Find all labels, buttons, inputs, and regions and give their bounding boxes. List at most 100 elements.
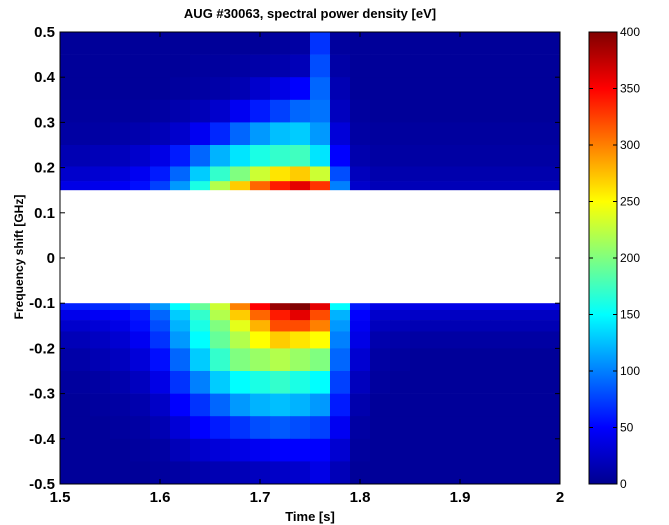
heatmap-cell: [230, 393, 251, 417]
heatmap-cell: [150, 145, 171, 167]
heatmap-cell: [530, 32, 561, 55]
heatmap-cell: [310, 309, 331, 321]
heatmap-cell: [60, 309, 71, 321]
heatmap-cell: [470, 371, 491, 394]
heatmap-cell: [370, 309, 391, 321]
heatmap-cell: [490, 145, 511, 167]
heatmap-cell: [390, 320, 411, 332]
heatmap-cell: [290, 309, 311, 321]
heatmap-cell: [270, 461, 291, 485]
colorbar-tick-label: 300: [620, 138, 640, 152]
heatmap-cell: [390, 122, 411, 146]
heatmap-cell: [310, 54, 331, 78]
y-tick-label: 0.4: [34, 69, 56, 86]
heatmap-cell: [130, 122, 151, 146]
heatmap-cell: [210, 320, 231, 332]
heatmap-cell: [110, 461, 131, 485]
heatmap-cell: [370, 166, 391, 182]
heatmap-cell: [190, 54, 211, 78]
heatmap-cell: [270, 145, 291, 167]
heatmap-cell: [210, 77, 231, 101]
heatmap-cell: [90, 461, 111, 485]
heatmap-cell: [490, 122, 511, 146]
heatmap-cell: [130, 77, 151, 101]
heatmap-cell: [230, 438, 251, 462]
heatmap-cell: [290, 320, 311, 332]
heatmap-cell: [390, 145, 411, 167]
heatmap-cell: [310, 348, 331, 372]
y-tick-label: 0: [47, 250, 55, 267]
heatmap-cell: [170, 77, 191, 101]
heatmap-cell: [170, 122, 191, 146]
heatmap-cell: [150, 438, 171, 462]
heatmap-cell: [250, 166, 271, 182]
heatmap-cell: [510, 145, 531, 167]
heatmap-cell: [310, 145, 331, 167]
heatmap-cell: [390, 416, 411, 440]
heatmap-cell: [90, 331, 111, 349]
heatmap-cell: [90, 32, 111, 55]
heatmap-cell: [450, 331, 471, 349]
heatmap-cell: [90, 54, 111, 78]
colorbar-tick-label: 150: [620, 308, 640, 322]
heatmap-cell: [310, 166, 331, 182]
heatmap-cell: [250, 348, 271, 372]
heatmap-cell: [170, 320, 191, 332]
heatmap-cell: [390, 77, 411, 101]
heatmap-cell: [390, 393, 411, 417]
heatmap-cell: [270, 77, 291, 101]
heatmap-cell: [210, 32, 231, 55]
heatmap-cell: [130, 32, 151, 55]
heatmap-cell: [430, 393, 451, 417]
heatmap-cell: [150, 320, 171, 332]
heatmap-cell: [530, 145, 561, 167]
heatmap-cell: [150, 122, 171, 146]
heatmap-cell: [90, 309, 111, 321]
heatmap-cell: [450, 145, 471, 167]
heatmap-cell: [390, 348, 411, 372]
colorbar-tick-label: 200: [620, 251, 640, 265]
heatmap-cell: [350, 99, 371, 123]
heatmap-cell: [410, 438, 431, 462]
heatmap-cell: [390, 166, 411, 182]
heatmap-cell: [130, 309, 151, 321]
heatmap-cell: [230, 145, 251, 167]
heatmap-cell: [90, 416, 111, 440]
heatmap-cell: [130, 348, 151, 372]
heatmap-cell: [230, 320, 251, 332]
x-tick-label: 1.7: [250, 489, 271, 506]
heatmap-cell: [350, 122, 371, 146]
heatmap-cell: [210, 122, 231, 146]
y-tick-label: -0.1: [29, 295, 55, 312]
heatmap-cell: [150, 99, 171, 123]
heatmap-cell: [370, 54, 391, 78]
colorbar-tick-label: 350: [620, 82, 640, 96]
heatmap-cell: [450, 438, 471, 462]
heatmap-cell: [330, 145, 351, 167]
heatmap-cell: [350, 145, 371, 167]
y-axis: -0.5 -0.4 -0.3 -0.2 -0.1 0 0.1 0.2 0.3 0.4 0.5: [29, 24, 560, 493]
heatmap-cell: [430, 438, 451, 462]
heatmap-cell: [310, 371, 331, 394]
heatmap-cell: [370, 77, 391, 101]
heatmap-cell: [350, 54, 371, 78]
heatmap-cell: [530, 77, 561, 101]
heatmap-cell: [430, 320, 451, 332]
heatmap-cell: [370, 348, 391, 372]
heatmap-cell: [290, 461, 311, 485]
colorbar-tick-label: 250: [620, 195, 640, 209]
heatmap-cell: [210, 309, 231, 321]
heatmap-cell: [170, 32, 191, 55]
heatmap-cell: [510, 438, 531, 462]
heatmap-cell: [130, 166, 151, 182]
heatmap-cell: [60, 145, 71, 167]
heatmap-cell: [510, 348, 531, 372]
heatmap-cell: [190, 99, 211, 123]
heatmap-cell: [370, 32, 391, 55]
heatmap-cell: [130, 461, 151, 485]
heatmap-cell: [530, 166, 561, 182]
heatmap-cell: [150, 393, 171, 417]
heatmap-cell: [250, 145, 271, 167]
heatmap-cell: [410, 393, 431, 417]
heatmap-cell: [390, 438, 411, 462]
